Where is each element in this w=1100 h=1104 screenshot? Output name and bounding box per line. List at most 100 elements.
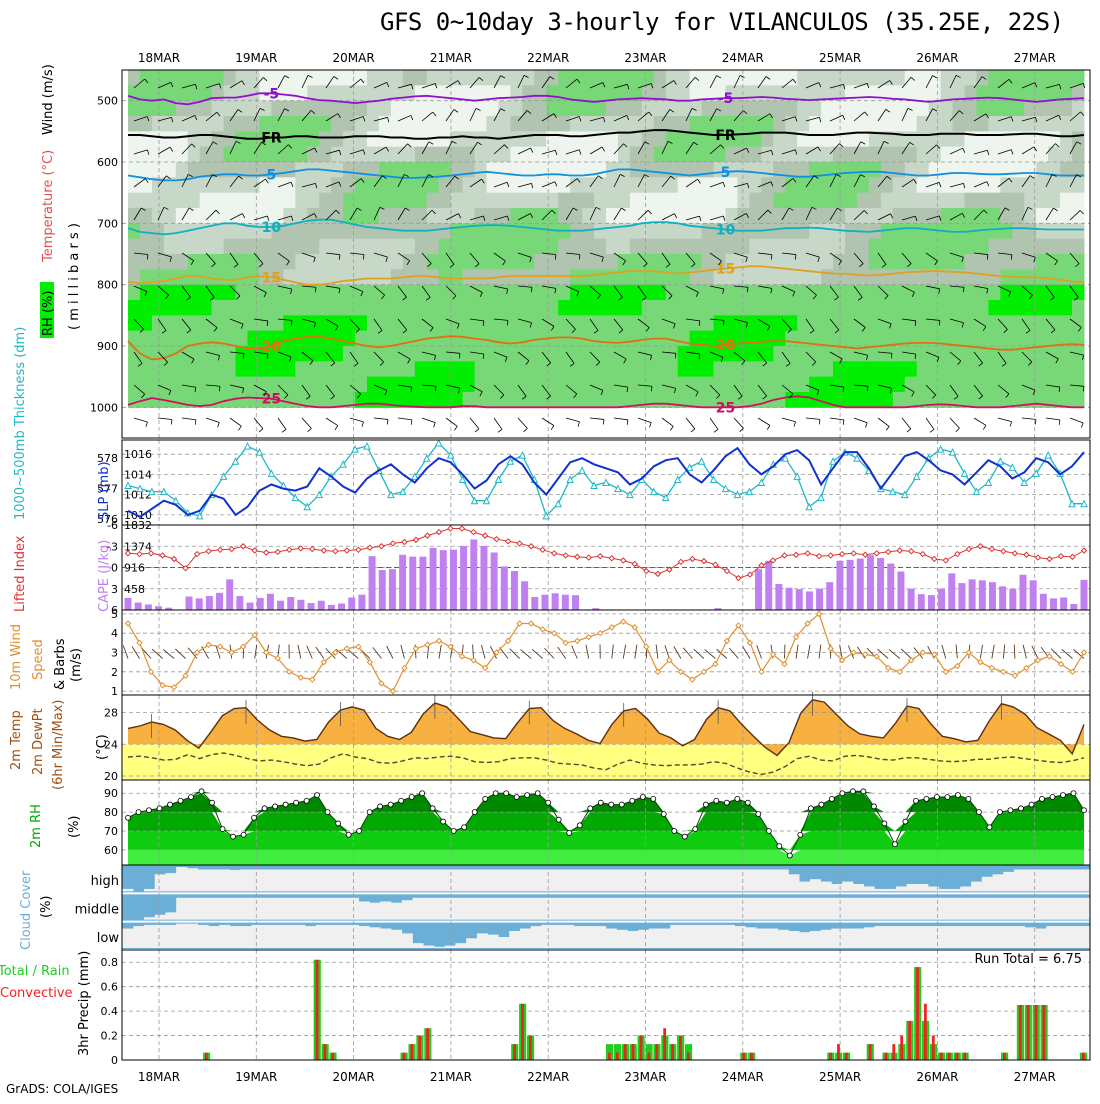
rh-cell: [702, 285, 714, 301]
rh2m-point: [966, 796, 971, 801]
rh-cell: [941, 315, 953, 331]
rh-cell: [463, 300, 475, 316]
rh-cell: [403, 193, 415, 209]
rh-cell: [618, 70, 630, 86]
cloud-gap-high: [971, 882, 982, 892]
rh-cell: [821, 147, 833, 163]
rh-cell: [761, 377, 773, 393]
rh-cell: [857, 147, 869, 163]
rh-cell: [128, 70, 140, 86]
rh-cell: [164, 70, 176, 86]
cloud-gap-low: [660, 929, 671, 948]
rh-cell: [905, 300, 917, 316]
rh-cell: [642, 223, 654, 239]
rh-cell: [714, 315, 726, 331]
cloud-gap-high: [606, 869, 617, 891]
rh-cell: [881, 162, 893, 178]
precip-convective-bar: [663, 1028, 666, 1060]
rh-cell: [259, 239, 271, 255]
rh-cell: [534, 147, 546, 163]
rh-cell: [176, 208, 188, 224]
rh-cell: [248, 147, 260, 163]
rh-cell: [594, 85, 606, 101]
rh2m-point: [567, 830, 572, 835]
rh-cell: [1012, 193, 1024, 209]
rh-cell: [534, 208, 546, 224]
rh-cell: [809, 361, 821, 377]
rh-cell: [988, 101, 1000, 117]
rh-cell: [224, 70, 236, 86]
rh-cell: [785, 269, 797, 285]
rh-cell: [355, 131, 367, 147]
rh-cell: [415, 377, 427, 393]
cloud-gap-low: [638, 930, 649, 948]
rh2m-point: [766, 829, 771, 834]
cape-tick-label: 458: [124, 583, 145, 596]
rh-cell: [833, 101, 845, 117]
rh-cell: [379, 208, 391, 224]
rh-cell: [1012, 70, 1024, 86]
rh-cell: [355, 162, 367, 178]
rh2m-point: [819, 802, 824, 807]
rh-cell: [439, 285, 451, 301]
rh-cell: [283, 85, 295, 101]
rh-cell: [953, 300, 965, 316]
rh-cell: [427, 85, 439, 101]
rh-cell: [164, 331, 176, 347]
rh-cell: [355, 254, 367, 270]
rh-cell: [582, 101, 594, 117]
rh2m-point: [955, 793, 960, 798]
rh-cell: [176, 254, 188, 270]
cloud-gap-high: [337, 869, 348, 891]
rh-cell: [1000, 177, 1012, 193]
slp-tick-label: 1016: [124, 448, 152, 461]
rh-cell: [367, 377, 379, 393]
rh-cell: [642, 177, 654, 193]
rh-cell: [224, 346, 236, 362]
rh-cell: [1060, 377, 1072, 393]
rh-cell: [678, 101, 690, 117]
rh-cell: [451, 346, 463, 362]
rh-cell: [1072, 116, 1084, 132]
rh-cell: [941, 101, 953, 117]
rh-cell: [427, 101, 439, 117]
cloud-gap-high: [788, 874, 799, 891]
cape-bar: [948, 573, 955, 610]
contour-label-10: 10: [262, 220, 282, 236]
cloud-gap-low: [208, 926, 219, 948]
cloud-gap-low: [273, 925, 284, 948]
cloud-gap-middle: [380, 901, 391, 919]
rh-cell: [331, 300, 343, 316]
rh-cell: [1000, 346, 1012, 362]
rh-cell: [761, 193, 773, 209]
rh-cell: [176, 346, 188, 362]
rh-cell: [869, 269, 881, 285]
rh-cell: [678, 377, 690, 393]
rh-cell: [988, 254, 1000, 270]
rh-cell: [833, 177, 845, 193]
cloud-gap-high: [627, 869, 638, 891]
rh-cell: [259, 193, 271, 209]
rh-cell: [630, 101, 642, 117]
contour-label--5: -5: [264, 86, 280, 102]
rh2m-point: [535, 791, 540, 796]
rh-cell: [439, 177, 451, 193]
rh-cell: [773, 346, 785, 362]
precip-convective-bar: [1003, 1053, 1006, 1060]
rh-cell: [570, 131, 582, 147]
rh-cell: [905, 131, 917, 147]
rh-cell: [893, 315, 905, 331]
cloud-gap-high: [327, 869, 338, 891]
rh-cell: [988, 285, 1000, 301]
rh-cell: [1060, 116, 1072, 132]
rh-cell: [630, 377, 642, 393]
precip-convective-bar: [1082, 1053, 1085, 1060]
cloud-gap-high: [874, 889, 885, 891]
rh-cell: [487, 193, 499, 209]
rh-cell: [761, 116, 773, 132]
rh-cell: [965, 331, 977, 347]
rh-cell: [606, 377, 618, 393]
rh-cell: [570, 315, 582, 331]
rh-cell: [475, 361, 487, 377]
cloud-gap-high: [520, 869, 531, 891]
